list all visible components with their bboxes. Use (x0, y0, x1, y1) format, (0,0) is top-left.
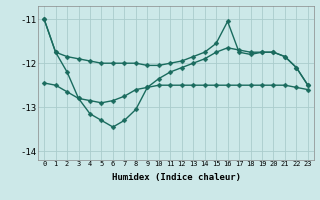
X-axis label: Humidex (Indice chaleur): Humidex (Indice chaleur) (111, 173, 241, 182)
